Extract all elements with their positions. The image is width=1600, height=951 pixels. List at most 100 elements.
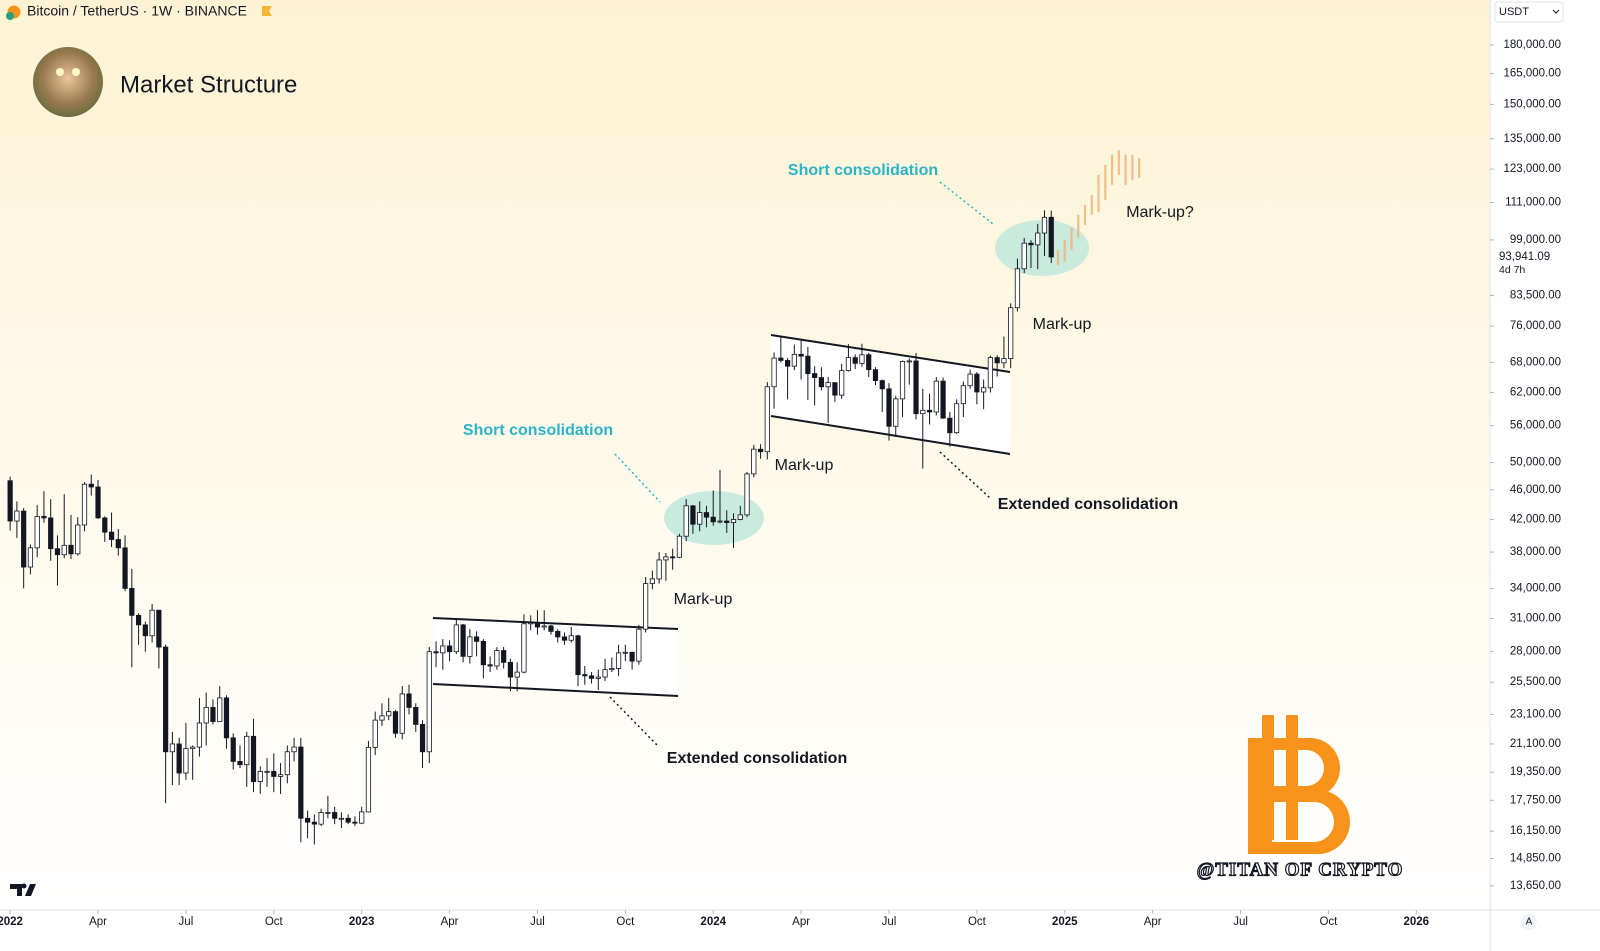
candle-body xyxy=(778,357,784,361)
y-tick-label: 19,350.00 xyxy=(1510,766,1561,778)
candle-body xyxy=(1001,358,1007,364)
y-tick-label: 83,500.00 xyxy=(1510,289,1561,301)
candle-body xyxy=(818,377,824,388)
x-tick-label: Jul xyxy=(1233,916,1248,928)
y-tick-label: 13,650.00 xyxy=(1510,880,1561,892)
candle-body xyxy=(852,357,858,364)
candle-body xyxy=(34,515,40,549)
auto-scale-label[interactable]: A xyxy=(1526,917,1533,928)
tradingview-logo xyxy=(10,884,36,896)
candle-body xyxy=(636,628,642,662)
candle-body xyxy=(108,531,115,540)
y-tick-label: 150,000.00 xyxy=(1503,98,1561,110)
chart-title: Market Structure xyxy=(120,71,297,98)
candle-body xyxy=(494,650,500,667)
candle-body xyxy=(893,398,899,427)
y-tick-label: 135,000.00 xyxy=(1503,133,1561,145)
x-tick-label: 2025 xyxy=(1052,916,1078,928)
candle-body xyxy=(480,640,486,666)
candle-body xyxy=(365,746,372,813)
candle-body xyxy=(75,524,81,555)
y-tick-label: 14,850.00 xyxy=(1510,853,1561,865)
candle-body xyxy=(142,624,148,637)
candle-body xyxy=(149,609,155,637)
candle-body xyxy=(954,403,960,434)
candle-body xyxy=(663,556,669,561)
candle-body xyxy=(703,512,710,518)
x-tick-label: Jul xyxy=(179,916,194,928)
candle-body xyxy=(656,559,662,580)
candle-body xyxy=(426,651,432,753)
leader-line xyxy=(939,451,991,499)
candle-body xyxy=(27,547,34,568)
candle-body xyxy=(899,361,906,400)
x-tick-label: Jul xyxy=(882,916,897,928)
candle-body xyxy=(690,505,696,525)
annotation: Short consolidation xyxy=(788,162,938,179)
annotation: Extended consolidation xyxy=(998,496,1178,513)
x-tick-label: Jul xyxy=(530,916,545,928)
x-tick-label: Oct xyxy=(616,916,635,928)
avatar-eye xyxy=(72,68,80,76)
candle-body xyxy=(940,380,946,419)
candle-body xyxy=(751,448,757,475)
candle-body xyxy=(487,664,493,667)
candle-body xyxy=(555,630,561,638)
y-tick-label: 50,000.00 xyxy=(1510,457,1561,469)
candle-body xyxy=(203,707,209,724)
candle-body xyxy=(548,625,554,632)
candle-body xyxy=(88,483,94,488)
candle-body xyxy=(615,652,622,669)
candle-body xyxy=(697,512,703,525)
leader-line xyxy=(609,696,658,746)
candle-body xyxy=(845,357,852,372)
candle-body xyxy=(872,369,879,382)
candle-body xyxy=(791,353,797,367)
y-tick-label: 23,100.00 xyxy=(1510,708,1561,720)
candle-body xyxy=(467,636,473,657)
y-tick-label: 56,000.00 xyxy=(1510,420,1561,432)
candle-body xyxy=(866,354,872,371)
candle-body xyxy=(744,473,750,516)
annotation: Mark-up xyxy=(674,591,733,608)
x-tick-label: Apr xyxy=(89,916,107,928)
candle-body xyxy=(419,724,426,753)
candle-body xyxy=(446,645,453,653)
annotation: Short consolidation xyxy=(463,422,613,439)
candle-body xyxy=(622,651,628,654)
candle-body xyxy=(413,707,419,725)
x-tick-label: 2024 xyxy=(700,916,726,928)
candle-body xyxy=(839,370,845,396)
candle-body xyxy=(730,519,737,523)
candle-body xyxy=(676,535,683,558)
candle-body xyxy=(521,623,527,673)
candle-body xyxy=(514,671,520,678)
candle-body xyxy=(81,483,88,526)
candle-body xyxy=(1041,216,1048,234)
x-tick-label: Oct xyxy=(968,916,987,928)
y-tick-label: 25,500.00 xyxy=(1510,676,1561,688)
candle-body xyxy=(1008,307,1014,359)
x-tick-label: Apr xyxy=(441,916,459,928)
currency-selector[interactable] xyxy=(1494,1,1564,23)
dropdown-arrow xyxy=(1552,9,1560,14)
x-tick-label: 2026 xyxy=(1404,916,1430,928)
annotation: Mark-up xyxy=(775,457,834,474)
axes: 180,000.00 165,000.00 150,000.00 135,000.00… xyxy=(0,39,1561,928)
candles xyxy=(7,150,1141,845)
candle-body xyxy=(210,707,216,722)
consolidation-box xyxy=(433,618,678,696)
auto-scale-button[interactable] xyxy=(1521,914,1537,930)
candle-body xyxy=(122,547,128,589)
candle-body xyxy=(798,353,804,357)
annotation: Extended consolidation xyxy=(667,750,847,767)
currency-label[interactable]: USDT xyxy=(1499,6,1529,18)
candle-body xyxy=(575,635,581,676)
candle-body xyxy=(244,735,250,766)
candle-body xyxy=(784,360,791,367)
candle-body xyxy=(129,587,135,616)
candle-body xyxy=(724,520,730,523)
candle-body xyxy=(304,817,311,823)
